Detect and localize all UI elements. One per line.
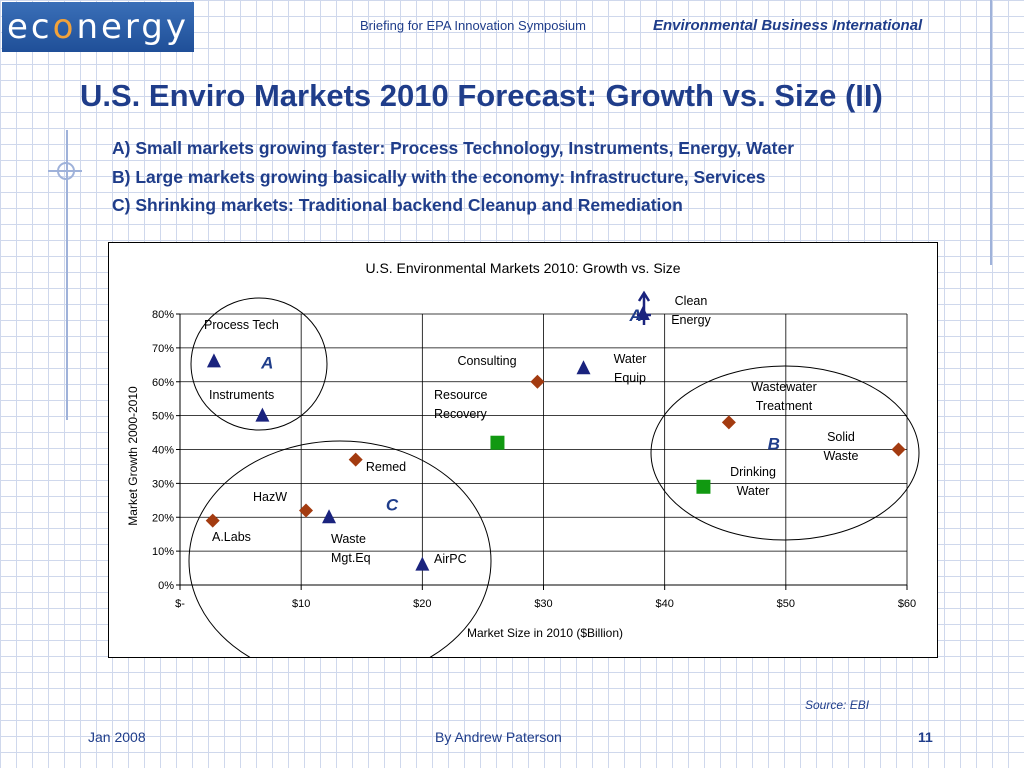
crosshair-icon (48, 162, 82, 180)
remed-diamond-marker (348, 452, 363, 467)
water-equip-label: Water Equip (614, 352, 647, 385)
wastewater-treatment-label: Wastewater Treatment (751, 380, 817, 413)
scatter-chart: U.S. Environmental Markets 2010: Growth … (126, 260, 920, 682)
resource-recovery-label: Resource Recovery (434, 388, 488, 421)
decorative-line (990, 0, 992, 265)
process-tech-triangle-marker (206, 353, 221, 368)
x-tick-label: $40 (655, 598, 673, 610)
y-tick-label: 80% (152, 309, 174, 321)
waste-mgt-eq-label: Waste Mgt.Eq (331, 532, 371, 565)
decorative-line (66, 130, 68, 420)
annotations: A A B C (260, 306, 780, 515)
solid-waste-diamond-marker (891, 442, 906, 457)
econergy-logo: econergy (2, 2, 194, 52)
clean-energy-label: Clean Energy (671, 294, 711, 327)
cluster-annotation-c: C (386, 496, 399, 515)
y-tick-label: 10% (152, 546, 174, 558)
x-tick-label: $30 (534, 598, 552, 610)
solid-waste-label: Solid Waste (824, 430, 859, 463)
y-tick-label: 70% (152, 343, 174, 355)
cluster-annotation-b: B (768, 435, 780, 454)
y-tick-label: 40% (152, 445, 174, 457)
hazw-label: HazW (253, 490, 287, 504)
airpc-label: AirPC (434, 552, 467, 566)
instruments-label: Instruments (209, 388, 274, 402)
consulting-label: Consulting (457, 354, 516, 368)
cluster-b-ellipse (650, 365, 920, 541)
y-tick-label: 20% (152, 512, 174, 524)
y-tick-label: 0% (158, 580, 174, 592)
a-labs-diamond-marker (205, 513, 220, 528)
drinking-water-label: Drinking Water (730, 465, 776, 498)
hazw-diamond-marker (299, 503, 314, 518)
chart-title: U.S. Environmental Markets 2010: Growth … (365, 260, 680, 276)
chart-container: U.S. Environmental Markets 2010: Growth … (108, 242, 938, 682)
slide-title: U.S. Enviro Markets 2010 Forecast: Growt… (80, 78, 883, 113)
header-company: Environmental Business International (653, 17, 923, 34)
x-tick-label: $10 (292, 598, 310, 610)
bullet-item: C) Shrinking markets: Traditional backen… (112, 195, 683, 215)
y-axis-label: Market Growth 2000-2010 (126, 386, 140, 526)
cluster-annotation-a: A (628, 306, 641, 325)
cluster-annotation-a: A (260, 353, 273, 372)
y-tick-label: 50% (152, 411, 174, 423)
remed-label: Remed (366, 460, 406, 474)
wastewater-treatment-diamond-marker (721, 415, 736, 430)
cluster-a-ellipse (190, 297, 328, 431)
drinking-water-square-marker (696, 479, 711, 494)
x-tick-label: $60 (898, 598, 916, 610)
header-subtitle: Briefing for EPA Innovation Symposium (360, 18, 586, 33)
x-axis-label: Market Size in 2010 ($Billion) (467, 626, 623, 640)
bullet-item: B) Large markets growing basically with … (112, 166, 766, 187)
source-note: Source: EBI (805, 698, 870, 712)
cluster-c-ellipse (188, 440, 492, 682)
page-number: 11 (918, 729, 933, 745)
process-tech-label: Process Tech (204, 318, 279, 332)
y-tick-label: 30% (152, 478, 174, 490)
grid (180, 313, 908, 585)
x-tick-label: $50 (777, 598, 795, 610)
water-equip-triangle-marker (576, 360, 591, 375)
point-labels: Process Tech Instruments Clean Energy Water E… (204, 294, 859, 566)
waste-mgt-eq-triangle-marker (322, 509, 337, 524)
x-tick-label: $- (175, 598, 185, 610)
a-labs-label: A.Labs (212, 530, 251, 544)
bullet-list: A) Small markets growing faster: Process… (112, 134, 794, 220)
footer-date: Jan 2008 (88, 729, 146, 745)
axes: 0% 10% 20% 30% 40% 50% 60% 70% 80% $- $10 $20 $30 $40… (152, 309, 916, 610)
consulting-diamond-marker (530, 374, 545, 389)
clean-energy-arrow-icon (637, 290, 651, 325)
resource-recovery-square-marker (490, 435, 505, 450)
y-tick-label: 60% (152, 377, 174, 389)
x-tick-label: $20 (413, 598, 431, 610)
bullet-item: A) Small markets growing faster: Process… (112, 138, 795, 158)
data-points (205, 306, 906, 571)
instruments-triangle-marker (255, 407, 270, 422)
airpc-triangle-marker (415, 556, 430, 571)
footer-author: By Andrew Paterson (435, 729, 562, 745)
